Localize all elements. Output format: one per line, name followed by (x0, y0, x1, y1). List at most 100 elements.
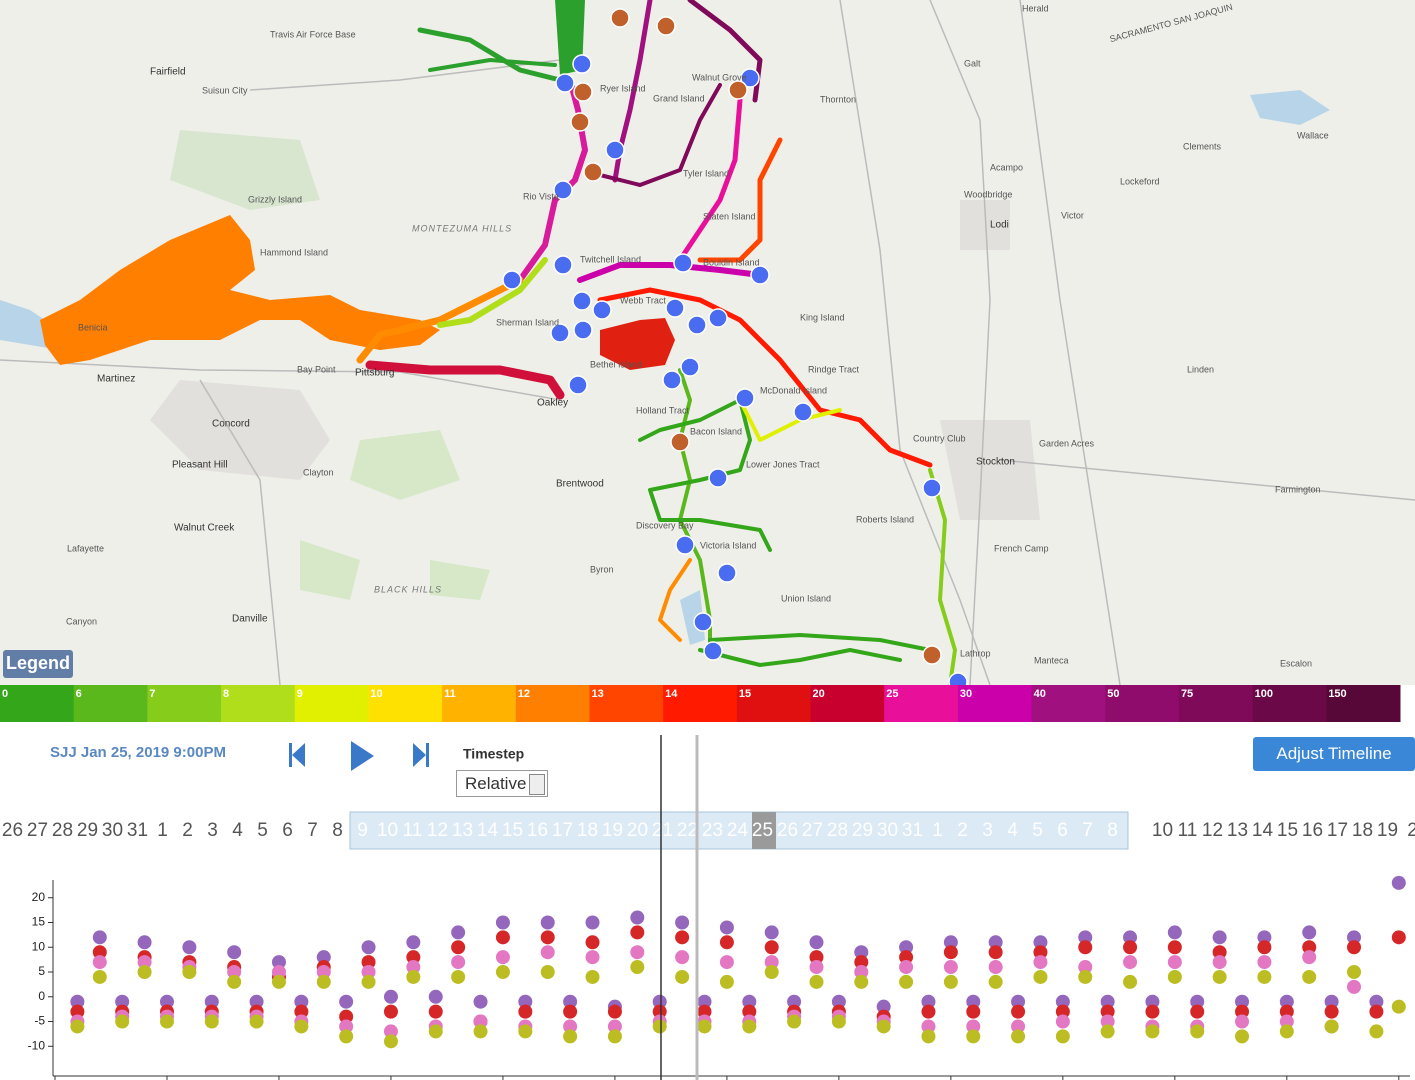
point (1391, 999, 1406, 1014)
point (1167, 940, 1182, 955)
point (227, 974, 242, 989)
stations[interactable] (502, 54, 968, 692)
timestep-select[interactable]: Relative (456, 770, 548, 797)
point (451, 955, 466, 970)
point (92, 930, 107, 945)
map-label: Tyler Island (683, 168, 729, 178)
legend-label: 7 (149, 688, 155, 700)
timeline[interactable]: 26 27 28 29 30 31 1 2 3 4 5 6 7 8 9 10 11 12 13 14 15 16 17 18 1… (2, 811, 1415, 850)
map-label: Lathrop (960, 648, 991, 658)
point (182, 965, 197, 980)
point (70, 1004, 85, 1019)
legend-swatch (442, 685, 517, 722)
timeline-window[interactable] (349, 811, 1129, 850)
timeline-day: 22 (677, 820, 698, 841)
play-button[interactable] (351, 741, 374, 771)
legend-button-label[interactable]: Legend (6, 653, 70, 673)
legend-bar: 0 6 7 8 9 10 11 12 13 14 15 20 25 30 40 50 75 100 150 (0, 685, 1401, 722)
point (787, 1014, 802, 1029)
legend-swatch (221, 685, 296, 722)
legend-swatch (1105, 685, 1180, 722)
timeline-day: 27 (27, 820, 48, 841)
map-label: Canyon (66, 616, 97, 626)
point (719, 920, 734, 935)
legend-label: 150 (1328, 688, 1346, 700)
point (1324, 1019, 1339, 1034)
point (518, 994, 533, 1009)
water (1250, 90, 1330, 125)
point (428, 1024, 443, 1039)
point (1055, 994, 1070, 1009)
map-label: Linden (1187, 364, 1214, 374)
legend-label: 11 (444, 688, 456, 700)
point (697, 1019, 712, 1034)
point (675, 969, 690, 984)
point (1369, 1024, 1384, 1039)
point (876, 999, 891, 1014)
legend-label: 40 (1034, 688, 1046, 700)
timeline-day: 28 (52, 820, 73, 841)
point (742, 994, 757, 1009)
point (787, 994, 802, 1009)
step-forward-button[interactable] (413, 743, 429, 767)
point (1123, 974, 1138, 989)
legend-label: 9 (297, 688, 303, 700)
map-label: Victoria Island (700, 540, 756, 550)
point (1279, 1004, 1294, 1019)
point (70, 994, 85, 1009)
legend-swatch (1178, 685, 1254, 722)
point (652, 1019, 667, 1034)
stations-alt[interactable] (570, 8, 942, 665)
point (1123, 940, 1138, 955)
map-label: Country Club (913, 433, 966, 443)
timeline-day: 1 (932, 820, 943, 841)
point (1347, 979, 1362, 994)
timeline-day: 19 (602, 820, 623, 841)
timeline-day: 9 (357, 820, 368, 841)
point (966, 1019, 981, 1034)
point (271, 955, 286, 970)
point (652, 1004, 667, 1019)
point (1078, 940, 1093, 955)
point (1011, 1019, 1026, 1034)
map-label: Danville (232, 614, 268, 625)
legend-button[interactable] (3, 650, 73, 678)
point (1302, 940, 1317, 955)
map-label: Travis Air Force Base (270, 29, 356, 39)
map-label: Lockeford (1120, 176, 1160, 186)
step-back-button[interactable] (289, 743, 305, 767)
select-arrow[interactable] (529, 774, 545, 795)
point (1100, 994, 1115, 1009)
y-tick-label: 20 (32, 890, 46, 904)
map-label: Bethel Island (590, 359, 642, 369)
point (764, 940, 779, 955)
map-label: Galt (964, 58, 981, 68)
point (428, 989, 443, 1004)
point (630, 960, 645, 975)
point (563, 994, 578, 1009)
map-label: Concord (212, 419, 250, 430)
point (383, 989, 398, 1004)
map-label: Pleasant Hill (172, 460, 228, 471)
point (518, 1024, 533, 1039)
point (137, 935, 152, 950)
point (943, 974, 958, 989)
point (1212, 969, 1227, 984)
timeline-day: 8 (332, 820, 343, 841)
point (1302, 969, 1317, 984)
point (1257, 969, 1272, 984)
point (495, 915, 510, 930)
timeline-day: 17 (1327, 820, 1348, 841)
timeline-day: 25 (752, 820, 773, 841)
timeline-day: 18 (1352, 820, 1373, 841)
point (966, 1029, 981, 1044)
point (809, 935, 824, 950)
adjust-timeline-button[interactable]: Adjust Timeline (1253, 737, 1415, 771)
point (764, 965, 779, 980)
point (607, 1019, 622, 1034)
point (809, 950, 824, 965)
point (383, 1004, 398, 1019)
map[interactable]: Fairfield Suisun City Travis Air Force B… (0, 0, 1415, 692)
legend-label: 13 (591, 688, 603, 700)
timeline-day: 31 (902, 820, 923, 841)
